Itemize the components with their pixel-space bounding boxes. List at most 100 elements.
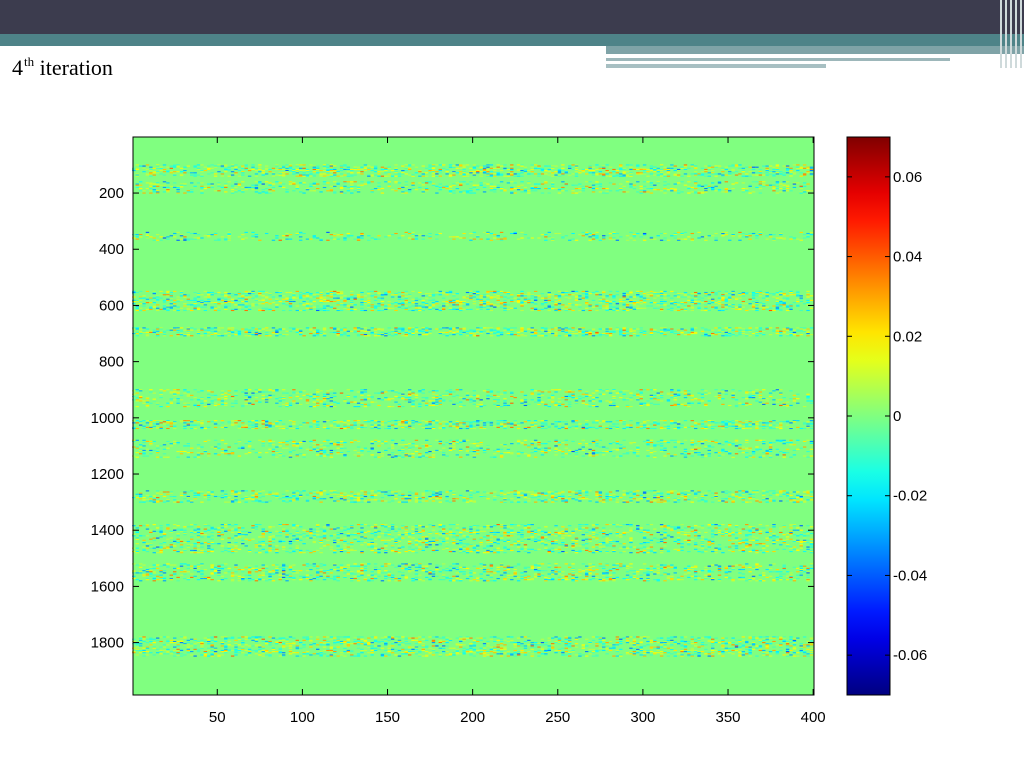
heatmap-cell (717, 392, 722, 394)
heatmap-cell (210, 234, 214, 236)
heatmap-cell (588, 293, 592, 295)
heatmap-cell (387, 390, 391, 392)
heatmap-cell (196, 234, 201, 236)
heatmap-cell (176, 327, 180, 329)
heatmap-cell (636, 394, 640, 396)
heatmap-cell (190, 335, 194, 337)
heatmap-cell (135, 168, 139, 171)
heatmap-cell (326, 393, 330, 395)
heatmap-cell (159, 397, 163, 399)
heatmap-cell (615, 305, 620, 307)
heatmap-cell (557, 170, 562, 172)
heatmap-cell (244, 189, 248, 191)
heatmap-cell (728, 174, 732, 176)
heatmap-cell (567, 330, 572, 332)
heatmap-cell (390, 330, 395, 332)
heatmap-cell (149, 168, 153, 171)
heatmap-cell (333, 185, 337, 187)
heatmap-cell (625, 303, 630, 305)
heatmap-cell (527, 302, 531, 304)
heatmap-cell (499, 174, 504, 176)
heatmap-cell (544, 188, 548, 190)
heatmap-cell (459, 181, 463, 183)
heatmap-cell (578, 304, 582, 306)
heatmap-cell (482, 167, 487, 169)
heatmap-cell (768, 172, 773, 174)
heatmap-cell (639, 298, 643, 300)
heatmap-cell (789, 305, 793, 307)
heatmap-cell (350, 390, 354, 392)
heatmap-cell (336, 422, 340, 424)
heatmap-cell (493, 332, 497, 335)
heatmap-cell (241, 328, 245, 330)
heatmap-cell (700, 236, 705, 238)
heatmap-cell (636, 168, 640, 171)
heatmap-cell (503, 400, 507, 402)
heatmap-cell (670, 188, 674, 190)
heatmap-cell (479, 420, 483, 422)
heatmap-cell (602, 421, 606, 423)
heatmap-cell (785, 170, 790, 172)
heatmap-cell (581, 185, 586, 187)
heatmap-cell (397, 305, 402, 307)
heatmap-cell (387, 183, 391, 185)
heatmap-cell (503, 403, 507, 405)
heatmap-cell (455, 332, 460, 335)
heatmap-cell (758, 184, 763, 186)
heatmap-cell (516, 168, 521, 171)
heatmap-cell (486, 332, 490, 335)
heatmap-cell (336, 332, 340, 335)
heatmap-cell (261, 423, 265, 425)
heatmap-cell (203, 188, 208, 190)
heatmap-cell (329, 306, 334, 308)
heatmap-cell (670, 394, 674, 396)
heatmap-cell (322, 296, 327, 298)
heatmap-cell (533, 335, 538, 337)
heatmap-cell (629, 237, 633, 239)
heatmap-cell (316, 168, 320, 171)
heatmap-cell (377, 182, 381, 184)
heatmap-cell (762, 403, 766, 405)
heatmap-cell (445, 171, 449, 173)
heatmap-cell (173, 164, 177, 166)
heatmap-cell (442, 308, 446, 310)
heatmap-cell (407, 399, 412, 401)
heatmap-cell (642, 332, 647, 335)
heatmap-cell (281, 303, 286, 305)
heatmap-cell (550, 173, 555, 175)
heatmap-cell (472, 303, 477, 305)
heatmap-cell (785, 188, 790, 190)
heatmap-cell (390, 335, 395, 337)
heatmap-cell (135, 328, 139, 330)
heatmap-cell (469, 422, 473, 424)
heatmap-cell (523, 191, 528, 193)
heatmap-cell (305, 175, 310, 177)
heatmap-cell (595, 164, 599, 166)
heatmap-cell (544, 234, 548, 236)
heatmap-cell (316, 291, 320, 294)
heatmap-cell (802, 167, 807, 169)
heatmap-cell (639, 423, 643, 425)
heatmap-cell (574, 166, 579, 168)
heatmap-cell (755, 303, 759, 305)
heatmap-cell (438, 403, 442, 405)
heatmap-cell (649, 329, 654, 331)
heatmap-cell (503, 309, 507, 312)
heatmap-cell (452, 294, 456, 296)
heatmap-cell (367, 167, 371, 169)
heatmap-cell (428, 400, 432, 402)
heatmap-cell (186, 402, 191, 404)
heatmap-cell (704, 329, 708, 331)
heatmap-cell (513, 422, 517, 424)
heatmap-cell (431, 404, 436, 407)
heatmap-cell (700, 423, 705, 425)
heatmap-cell (380, 331, 385, 333)
heatmap-cell (281, 334, 286, 336)
heatmap-cell (292, 190, 296, 192)
heatmap-cell (724, 423, 729, 425)
heatmap-cell (445, 300, 449, 303)
heatmap-cell (329, 174, 334, 176)
heatmap-cell (322, 332, 327, 335)
heatmap-cell (135, 327, 139, 329)
heatmap-cell (489, 297, 494, 299)
